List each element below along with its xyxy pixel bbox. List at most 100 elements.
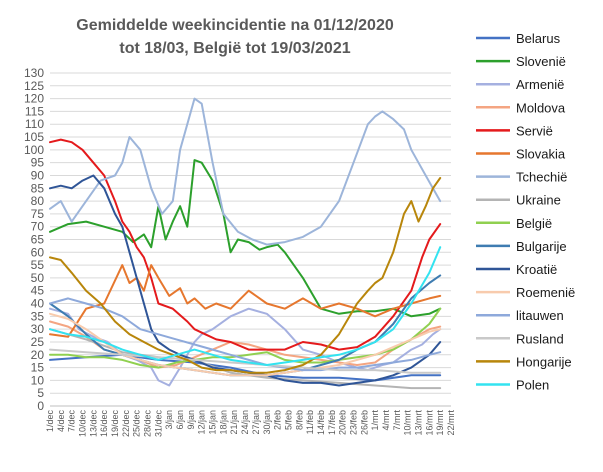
x-tick-label: 21/jan — [229, 410, 239, 435]
y-tick-label: 120 — [24, 92, 44, 106]
y-tick-label: 50 — [31, 271, 45, 285]
x-tick-label: 14/feb — [316, 410, 326, 435]
legend-label: litauwen — [516, 308, 564, 323]
x-tick-label: 4/mrt — [381, 410, 391, 431]
y-tick-label: 35 — [31, 309, 45, 323]
legend-item: Roemenië — [476, 285, 575, 300]
x-axis-ticks: 1/dec 4/dec 7/dec 10/dec 13/dec 16/dec 19/dec 2… — [45, 410, 456, 438]
legend-item: België — [476, 216, 552, 231]
x-tick-label: 1/mrt — [370, 410, 380, 431]
y-tick-label: 75 — [31, 207, 45, 221]
x-tick-label: 13/mrt — [413, 410, 423, 436]
y-tick-label: 45 — [31, 284, 45, 298]
series-line-slovakia — [49, 264, 442, 338]
y-tick-label: 25 — [31, 335, 45, 349]
x-tick-label: 23/feb — [348, 410, 358, 435]
legend-item: litauwen — [476, 308, 564, 323]
x-tick-label: 31/dec — [153, 410, 163, 438]
legend-label: Slovenië — [516, 54, 566, 69]
x-tick-label: 9/jan — [186, 410, 196, 430]
y-tick-label: 55 — [31, 258, 45, 272]
legend-item: Belarus — [476, 31, 561, 46]
legend-item: Servië — [476, 123, 553, 138]
legend-item: Ukraine — [476, 193, 561, 208]
legend-item: Moldova — [476, 100, 566, 115]
x-tick-label: 19/mrt — [435, 410, 445, 436]
y-tick-label: 90 — [31, 168, 45, 182]
x-tick-label: 2/feb — [273, 410, 283, 430]
x-tick-label: 1/dec — [45, 410, 55, 433]
x-tick-label: 13/dec — [88, 410, 98, 438]
x-tick-label: 11/feb — [305, 410, 315, 434]
y-tick-label: 70 — [31, 220, 45, 234]
legend-item: Armenië — [476, 77, 564, 92]
y-tick-label: 85 — [31, 181, 45, 195]
x-tick-label: 26/feb — [359, 410, 369, 435]
legend-label: Tchechië — [516, 170, 567, 185]
legend: Belarus Slovenië Armenië Moldova Servië Slova… — [476, 31, 575, 393]
x-tick-label: 8/feb — [294, 410, 304, 430]
legend-label: Servië — [516, 123, 553, 138]
y-tick-label: 20 — [31, 348, 45, 362]
y-tick-label: 60 — [31, 245, 45, 259]
legend-item: Polen — [476, 378, 549, 393]
series-line-rusland — [49, 348, 442, 374]
y-tick-label: 65 — [31, 233, 45, 247]
y-tick-label: 0 — [37, 399, 44, 413]
legend-label: Belarus — [516, 31, 561, 46]
chart-title-line-2: tot 18/03, België tot 19/03/2021 — [119, 40, 350, 57]
series-line-litauwen — [49, 297, 442, 372]
legend-label: Polen — [516, 378, 549, 393]
y-tick-label: 10 — [31, 373, 45, 387]
chart-title-line-1: Gemiddelde weekincidentie na 01/12/2020 — [76, 17, 394, 34]
x-tick-label: 16/dec — [99, 410, 109, 438]
y-tick-label: 30 — [31, 322, 45, 336]
x-tick-label: 5/feb — [283, 410, 293, 430]
x-tick-label: 7/dec — [67, 410, 77, 433]
x-tick-label: 19/dec — [110, 410, 120, 438]
x-tick-label: 22/mrt — [446, 410, 456, 436]
legend-label: Armenië — [516, 77, 564, 92]
x-tick-label: 24/jan — [240, 410, 250, 435]
x-tick-label: 17/feb — [327, 410, 337, 435]
y-tick-label: 15 — [31, 361, 45, 375]
y-tick-label: 110 — [25, 117, 44, 131]
legend-label: Roemenië — [516, 285, 575, 300]
legend-label: Slovakia — [516, 147, 566, 162]
series-lines — [49, 97, 442, 390]
legend-item: Bulgarije — [476, 239, 567, 254]
y-tick-label: 115 — [25, 104, 44, 118]
legend-item: Rusland — [476, 331, 564, 346]
x-tick-label: 12/jan — [197, 410, 207, 435]
legend-label: Hongarije — [516, 354, 572, 369]
legend-label: België — [516, 216, 552, 231]
y-tick-label: 105 — [24, 130, 44, 144]
y-axis-ticks: 0510152025303540455055606570758085909510… — [24, 66, 44, 413]
x-tick-label: 4/dec — [56, 410, 66, 433]
series-line-roemenië — [49, 312, 442, 377]
y-tick-label: 100 — [24, 143, 44, 157]
legend-item: Slovenië — [476, 54, 566, 69]
series-line-kroatië — [49, 174, 442, 387]
x-tick-label: 10/dec — [78, 410, 88, 438]
legend-item: Slovakia — [476, 147, 566, 162]
y-tick-label: 5 — [37, 386, 44, 400]
x-tick-label: 15/jan — [208, 410, 218, 435]
x-tick-label: 20/feb — [338, 410, 348, 435]
x-tick-label: 25/dec — [132, 410, 142, 438]
x-tick-label: 28/dec — [143, 410, 153, 438]
x-tick-label: 7/mrt — [392, 410, 402, 431]
x-tick-label: 18/jan — [218, 410, 228, 435]
y-tick-label: 40 — [31, 297, 45, 311]
x-tick-label: 16/mrt — [424, 410, 434, 436]
y-tick-label: 95 — [31, 156, 45, 170]
y-tick-label: 80 — [31, 194, 45, 208]
x-tick-label: 22/dec — [121, 410, 131, 438]
series-line-servië — [49, 138, 442, 351]
x-tick-label: 27/jan — [251, 410, 261, 435]
series-line-tchechië — [49, 97, 442, 246]
x-tick-label: 30/jan — [262, 410, 272, 435]
legend-label: Moldova — [516, 100, 566, 115]
series-line-polen — [49, 246, 442, 366]
legend-label: Ukraine — [516, 193, 561, 208]
